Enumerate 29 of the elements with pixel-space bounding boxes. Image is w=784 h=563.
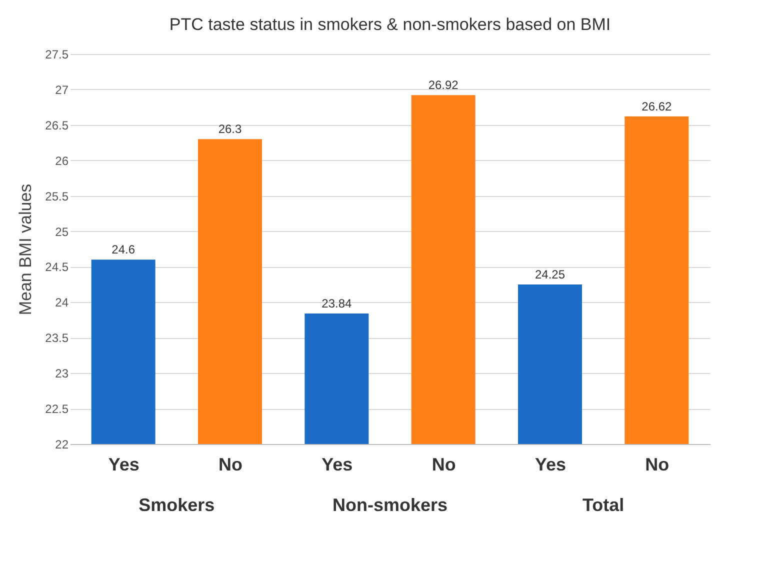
y-tick-label: 25: [55, 224, 69, 239]
y-tick-label: 23: [55, 366, 69, 381]
data-label: 26.3: [218, 122, 242, 136]
x-tick-label: Yes: [322, 454, 353, 474]
chart-title: PTC taste status in smokers & non-smokers based on BMI: [169, 15, 611, 34]
y-tick-label: 25.5: [45, 189, 69, 204]
data-label: 26.62: [642, 99, 672, 114]
text: Total: [582, 495, 624, 515]
x-tick-label: No: [218, 454, 242, 474]
x-tick-label: No: [432, 454, 456, 474]
y-tick-label: 24: [55, 296, 69, 310]
x-tick-label: Yes: [108, 454, 140, 474]
text: Smokers: [138, 495, 215, 515]
y-tick-label: 26.5: [45, 118, 69, 132]
data-label: 23.84: [322, 296, 352, 311]
x-tick-label: Yes: [534, 454, 566, 474]
y-tick-label: 26: [55, 154, 69, 168]
y-tick-label: 22: [55, 438, 69, 452]
y-axis-title: Mean BMI values: [16, 184, 36, 316]
data-label: 24.6: [112, 242, 136, 257]
y-tick-label: 27: [55, 82, 69, 97]
y-tick-label: 24.5: [45, 260, 69, 274]
x-tick-label: No: [645, 454, 670, 474]
y-tick-label: 23.5: [45, 331, 69, 346]
y-tick-label: 27.5: [45, 48, 69, 62]
data-label: 24.25: [534, 267, 566, 282]
data-label: 26.92: [428, 78, 459, 92]
y-tick-label: 22.5: [45, 402, 69, 416]
text: Non-smokers: [332, 495, 448, 515]
